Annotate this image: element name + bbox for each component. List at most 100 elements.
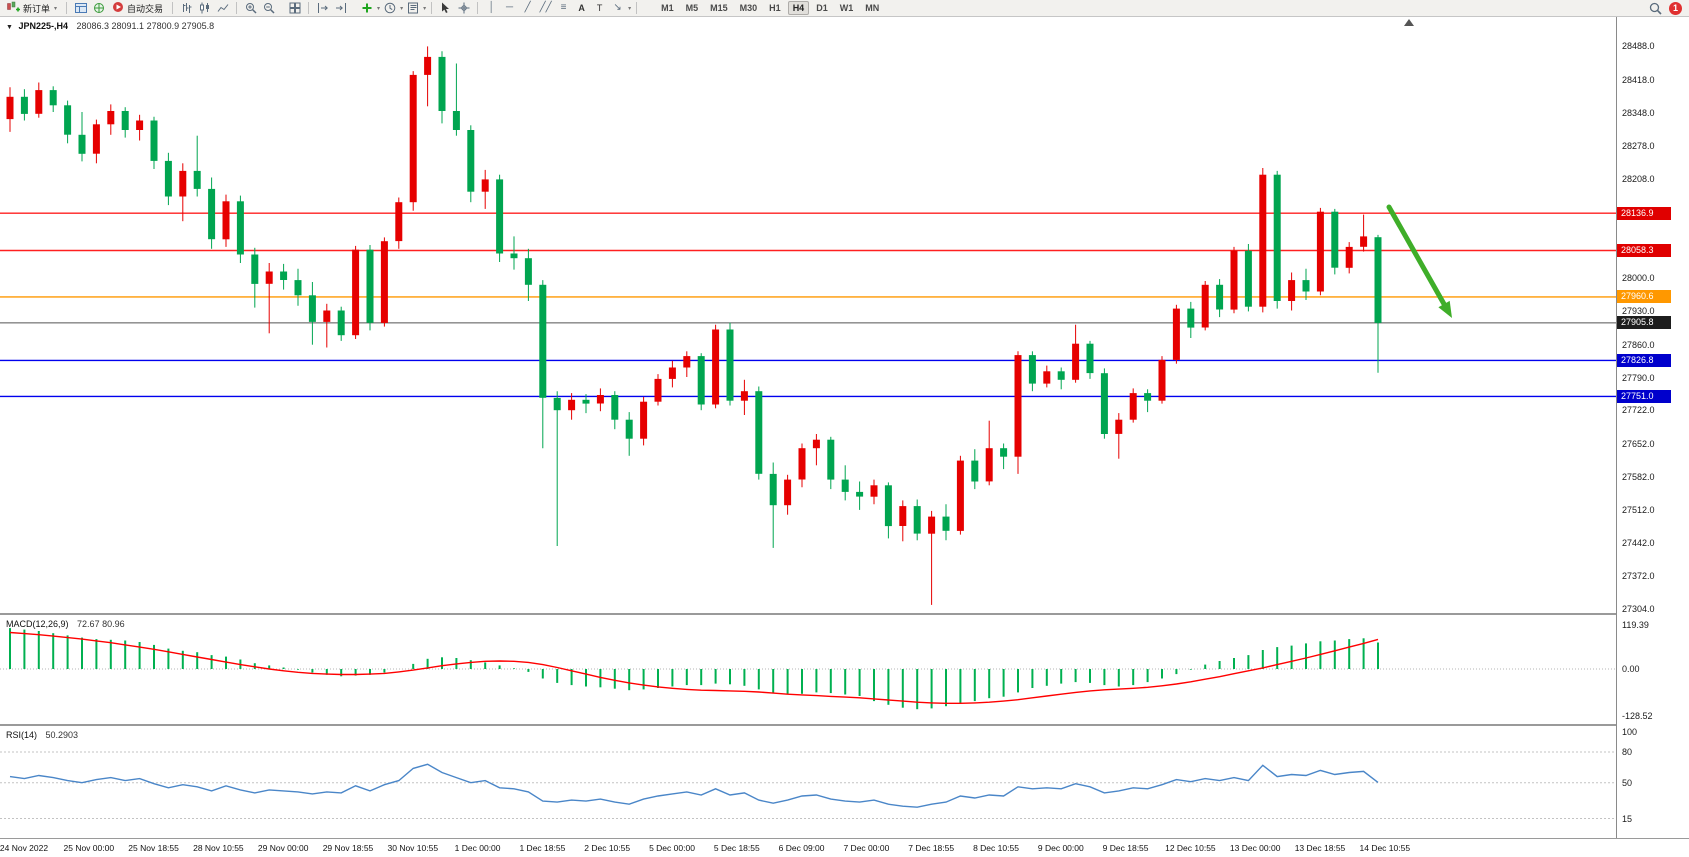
chevron-down-icon[interactable]: ▾ bbox=[423, 5, 427, 12]
candle-up bbox=[668, 367, 676, 379]
candle-down bbox=[1374, 237, 1382, 323]
candle-down bbox=[78, 134, 86, 154]
price-level-badge: 28136.9 bbox=[1617, 206, 1671, 220]
chevron-down-icon[interactable]: ▾ bbox=[377, 5, 381, 12]
symbol-dropdown-icon[interactable]: ▼ bbox=[6, 24, 13, 31]
line-chart-icon[interactable] bbox=[214, 1, 231, 16]
timeframe-button-mn[interactable]: MN bbox=[860, 1, 884, 15]
text-label-tool-icon[interactable]: T bbox=[596, 3, 603, 13]
date-axis-label: 7 Dec 00:00 bbox=[843, 843, 890, 853]
date-axis[interactable]: 24 Nov 2022 25 Nov 00:00 25 Nov 18:55 28 No… bbox=[0, 838, 1689, 857]
channel-tool-icon[interactable]: ╱╱ bbox=[539, 2, 552, 13]
arrow-tools-icon[interactable]: ↘ bbox=[613, 2, 622, 13]
tile-windows-icon[interactable] bbox=[286, 1, 303, 16]
toolbar-separator bbox=[636, 2, 638, 14]
chevron-down-icon[interactable]: ▾ bbox=[400, 5, 404, 12]
candle-up bbox=[596, 395, 604, 404]
periods-clock-icon[interactable] bbox=[381, 1, 398, 16]
candle-down bbox=[1331, 211, 1339, 268]
zoom-in-icon[interactable] bbox=[242, 1, 259, 16]
candle-down bbox=[251, 254, 259, 284]
timeframe-button-m30[interactable]: M30 bbox=[735, 1, 763, 15]
chart-shift-icon[interactable] bbox=[314, 1, 331, 16]
candle-down bbox=[164, 160, 172, 197]
candle-down bbox=[193, 170, 201, 189]
candle-up bbox=[107, 111, 115, 125]
timeframe-button-h1[interactable]: H1 bbox=[764, 1, 786, 15]
horizontal-line-tool-icon[interactable]: ─ bbox=[506, 2, 514, 13]
candle-down bbox=[582, 399, 590, 404]
candle-down bbox=[452, 111, 460, 130]
toolbar-separator bbox=[172, 2, 174, 14]
candlestick-chart-icon[interactable] bbox=[196, 1, 213, 16]
crosshair-icon[interactable] bbox=[455, 1, 472, 16]
macd-canvas[interactable] bbox=[0, 615, 1616, 724]
auto-scroll-icon[interactable] bbox=[332, 1, 349, 16]
candle-down bbox=[1028, 355, 1036, 384]
navigator-icon[interactable] bbox=[90, 1, 107, 16]
trend-arrow-shaft[interactable] bbox=[1386, 204, 1447, 307]
rsi-line bbox=[9, 763, 1379, 808]
macd-signal-line bbox=[9, 631, 1379, 705]
candle-down bbox=[553, 397, 561, 411]
cursor-icon[interactable] bbox=[437, 1, 454, 16]
current-price-badge: 27905.8 bbox=[1617, 316, 1671, 330]
candle-down bbox=[496, 179, 504, 254]
candle-up bbox=[1158, 359, 1166, 401]
candle-up bbox=[928, 516, 936, 534]
vertical-line-tool-icon[interactable]: │ bbox=[488, 2, 495, 13]
candle-down bbox=[208, 188, 216, 240]
date-axis-label: 13 Dec 18:55 bbox=[1294, 843, 1346, 853]
candle-down bbox=[366, 249, 374, 323]
chevron-down-icon[interactable]: ▾ bbox=[628, 5, 632, 12]
timeframe-button-m15[interactable]: M15 bbox=[705, 1, 733, 15]
candle-up bbox=[179, 170, 187, 197]
profiles-icon[interactable] bbox=[72, 1, 89, 16]
search-icon[interactable] bbox=[1647, 1, 1664, 16]
price-axis-tick: 28208.0 bbox=[1622, 174, 1655, 185]
chart-shift-marker-icon[interactable] bbox=[1404, 19, 1414, 26]
timeframe-button-m5[interactable]: M5 bbox=[681, 1, 704, 15]
price-level-badge: 27826.8 bbox=[1617, 353, 1671, 367]
rsi-indicator-pane[interactable]: RSI(14) 50.2903 bbox=[0, 726, 1616, 838]
trend-arrow-head[interactable] bbox=[1438, 300, 1452, 318]
fibonacci-tool-icon[interactable]: ≡ bbox=[560, 2, 567, 13]
trendline-tool-icon[interactable]: ╱ bbox=[524, 2, 531, 13]
timeframe-group: M1 M5 M15 M30 H1 H4 D1 W1 MN bbox=[656, 1, 884, 15]
price-axis-tick: 28488.0 bbox=[1622, 41, 1655, 52]
indicators-icon[interactable] bbox=[358, 1, 375, 16]
zoom-out-icon[interactable] bbox=[260, 1, 277, 16]
macd-indicator-pane[interactable]: MACD(12,26,9) 72.67 80.96 bbox=[0, 615, 1616, 724]
candle-down bbox=[697, 356, 705, 405]
timeframe-button-m1[interactable]: M1 bbox=[656, 1, 679, 15]
pane-separator[interactable] bbox=[0, 724, 1689, 726]
candle-down bbox=[1057, 371, 1065, 380]
date-axis-label: 5 Dec 00:00 bbox=[649, 843, 695, 853]
timeframe-button-h4[interactable]: H4 bbox=[787, 1, 810, 15]
candle-up bbox=[1129, 393, 1137, 420]
new-order-button[interactable]: 新订单 ▾ bbox=[3, 1, 61, 16]
auto-trading-button[interactable]: 自动交易 bbox=[108, 1, 167, 16]
price-axis-tick: 28000.0 bbox=[1622, 273, 1655, 284]
text-tool-icon[interactable]: A bbox=[578, 3, 585, 13]
date-axis-label: 24 Nov 2022 bbox=[0, 843, 49, 853]
templates-icon[interactable] bbox=[404, 1, 421, 16]
candlestick-canvas[interactable] bbox=[0, 17, 1616, 613]
candle-up bbox=[136, 120, 144, 130]
macd-axis-tick: -128.52 bbox=[1622, 710, 1653, 721]
candle-down bbox=[236, 201, 244, 255]
main-price-chart[interactable]: ▼ JPN225-,H4 28086.3 28091.1 27800.9 279… bbox=[0, 17, 1616, 613]
candle-down bbox=[337, 310, 345, 336]
candle-up bbox=[409, 74, 417, 203]
timeframe-button-d1[interactable]: D1 bbox=[811, 1, 833, 15]
pane-separator[interactable] bbox=[0, 613, 1689, 615]
bar-chart-icon[interactable] bbox=[178, 1, 195, 16]
price-axis-tick: 27722.0 bbox=[1622, 405, 1655, 416]
rsi-canvas[interactable] bbox=[0, 726, 1616, 838]
candle-up bbox=[1345, 246, 1353, 268]
notification-badge[interactable]: 1 bbox=[1669, 1, 1682, 15]
candle-up bbox=[1230, 250, 1238, 310]
timeframe-button-w1[interactable]: W1 bbox=[835, 1, 859, 15]
rsi-axis-tick: 50 bbox=[1622, 777, 1633, 788]
price-axis[interactable]: 28488.0 28418.0 28348.0 28278.0 28208.0 28000… bbox=[1616, 17, 1689, 838]
